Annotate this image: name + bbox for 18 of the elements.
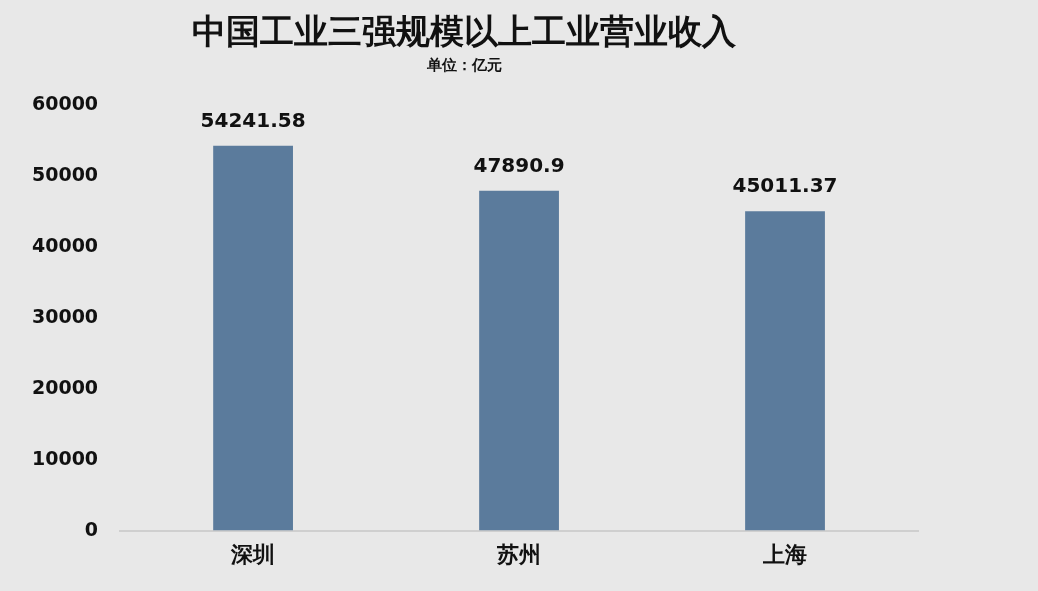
x-tick-label: 上海 xyxy=(762,541,808,567)
y-tick-label: 50000 xyxy=(31,162,99,185)
x-tick-label: 深圳 xyxy=(230,541,276,567)
data-label: 54241.58 xyxy=(200,107,306,132)
y-tick-label: 10000 xyxy=(31,446,99,469)
bar xyxy=(479,190,559,531)
x-tick-label: 苏州 xyxy=(496,541,542,567)
data-label: 47890.9 xyxy=(473,152,565,177)
y-tick-label: 20000 xyxy=(31,375,99,398)
y-tick-label: 30000 xyxy=(31,304,99,327)
y-tick-label: 60000 xyxy=(31,91,99,114)
bar xyxy=(745,211,825,531)
bar xyxy=(213,145,293,531)
y-tick-label: 0 xyxy=(84,517,99,540)
data-label: 45011.37 xyxy=(732,173,838,198)
y-tick-label: 40000 xyxy=(31,233,99,256)
chart-subtitle: 单位：亿元 xyxy=(425,55,502,74)
chart-title: 中国工业三强规模以上工业营业收入 xyxy=(192,11,737,52)
